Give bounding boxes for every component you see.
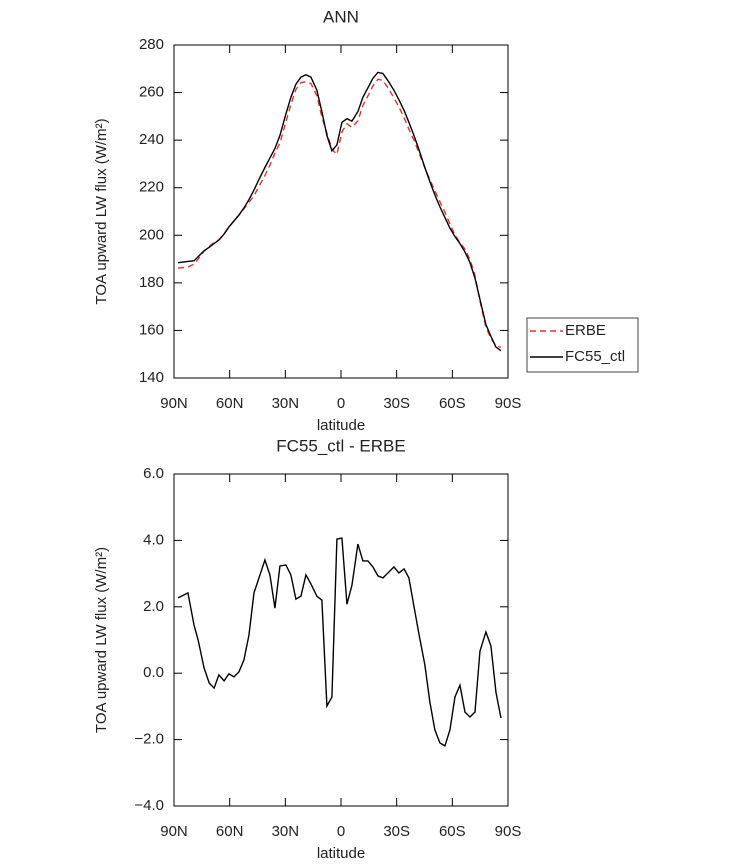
x-tick-label: 30S: [383, 395, 410, 412]
x-tick-label: 0: [337, 395, 345, 412]
x-tick-label: 60S: [439, 395, 466, 412]
legend-label: ERBE: [565, 322, 606, 339]
y-tick-label: 200: [139, 226, 164, 243]
data-line: [177, 71, 502, 352]
y-tick-label: 240: [139, 131, 164, 148]
y-tick-label: −2.0: [134, 731, 164, 748]
x-tick-label: 60N: [216, 395, 244, 412]
legend-box: [526, 317, 639, 373]
y-tick-label: −4.0: [134, 797, 164, 814]
y-tick-label: 220: [139, 179, 164, 196]
x-tick-label: 90N: [160, 823, 188, 840]
chart-title: FC55_ctl - ERBE: [276, 436, 405, 455]
x-tick-label: 30N: [272, 395, 300, 412]
y-tick-label: 140: [139, 369, 164, 386]
x-axis-label: latitude: [317, 417, 365, 434]
data-line: [177, 537, 502, 747]
y-tick-label: 160: [139, 321, 164, 338]
y-tick-label: 6.0: [143, 465, 164, 482]
y-axis-label: TOA upward LW flux (W/m²): [93, 118, 110, 304]
data-line: [178, 78, 502, 348]
x-tick-label: 90S: [495, 823, 522, 840]
x-axis-label: latitude: [317, 845, 365, 862]
y-tick-label: 0.0: [143, 664, 164, 681]
y-tick-label: 180: [139, 274, 164, 291]
y-tick-label: 280: [139, 36, 164, 53]
chart-title: ANN: [323, 7, 359, 26]
y-tick-label: 2.0: [143, 598, 164, 615]
x-tick-label: 90S: [495, 395, 522, 412]
x-tick-label: 0: [337, 823, 345, 840]
x-tick-label: 30N: [272, 823, 300, 840]
x-tick-label: 60N: [216, 823, 244, 840]
x-tick-label: 30S: [383, 823, 410, 840]
y-axis-label: TOA upward LW flux (W/m²): [93, 547, 110, 733]
plot-frame: [173, 473, 509, 807]
y-tick-label: 260: [139, 84, 164, 101]
y-tick-label: 4.0: [143, 531, 164, 548]
plot-frame: [173, 44, 509, 379]
x-tick-label: 60S: [439, 823, 466, 840]
x-tick-label: 90N: [160, 395, 188, 412]
legend-label: FC55_ctl: [565, 348, 625, 365]
